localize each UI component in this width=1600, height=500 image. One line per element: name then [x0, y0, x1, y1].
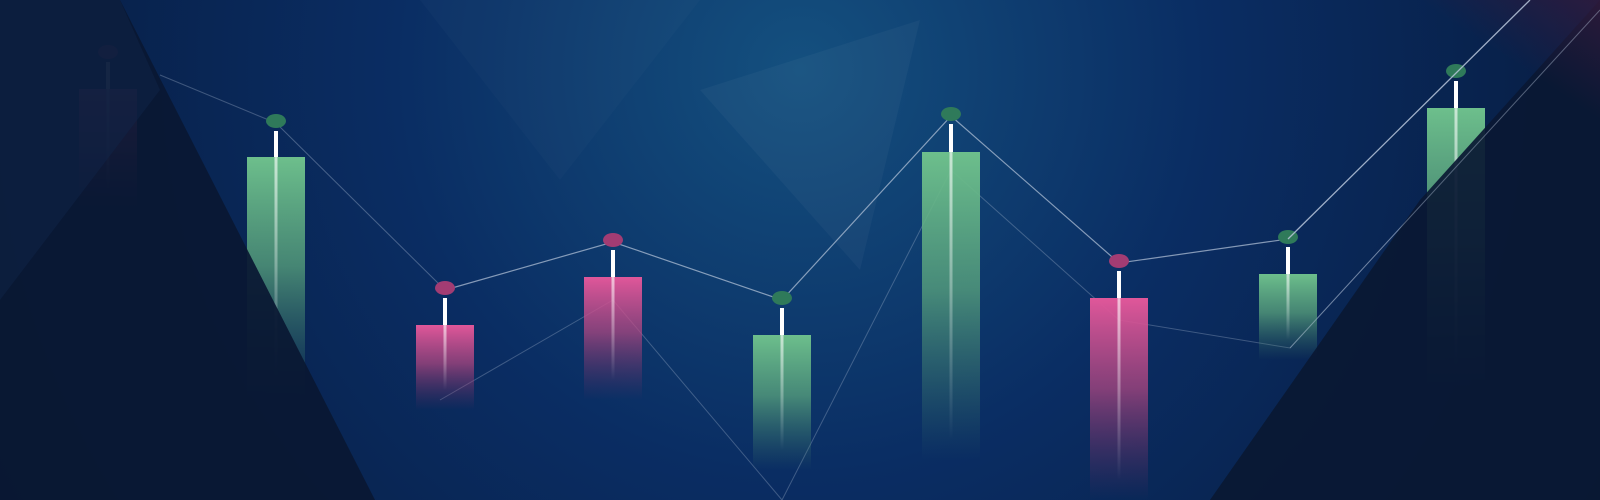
bullish-candle: [922, 107, 980, 460]
candle-cap-dot: [603, 233, 623, 247]
candle-wick: [1286, 247, 1290, 274]
trend-line: [444, 115, 1289, 301]
candle-wick-inner: [443, 325, 447, 390]
bullish-candle: [1259, 230, 1317, 360]
candle-cap-dot: [435, 281, 455, 295]
foreground-lines: [1287, 0, 1600, 349]
bearish-candle: [584, 233, 642, 400]
candle-wick: [780, 308, 784, 335]
candle-cap-dot: [941, 107, 961, 121]
trend-line: [1287, 0, 1531, 240]
trend-line: [159, 74, 277, 124]
bearish-candle: [1090, 254, 1148, 500]
candle-wick-inner: [274, 157, 278, 380]
candle-wick-inner: [1117, 298, 1121, 480]
candle-wick: [949, 124, 953, 152]
candle-cap-dot: [772, 291, 792, 305]
candle-wick: [611, 250, 615, 277]
candle-wick: [274, 131, 278, 157]
candle-wick-inner: [1286, 274, 1290, 340]
bullish-candle: [753, 291, 811, 470]
corner-glow: [1300, 0, 1600, 200]
bearish-candle: [416, 281, 474, 410]
left-shard-highlight: [0, 0, 160, 300]
candle-wick-inner: [949, 152, 953, 440]
candle-wick-inner: [780, 335, 784, 450]
trend-line: [275, 122, 446, 291]
candle-wick: [1117, 271, 1121, 298]
candle-wick: [443, 298, 447, 325]
candle-cap-dot: [1109, 254, 1129, 268]
candle-cap-dot: [266, 114, 286, 128]
secondary-line: [1289, 9, 1600, 349]
candle-wick-inner: [611, 277, 615, 380]
